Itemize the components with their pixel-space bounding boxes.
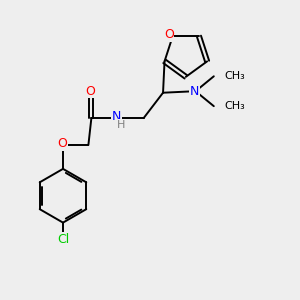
Text: CH₃: CH₃ [224,71,245,81]
Text: O: O [85,85,95,98]
Text: O: O [58,137,67,150]
Text: H: H [117,120,125,130]
Text: O: O [164,28,174,41]
Text: Cl: Cl [57,232,69,245]
Text: N: N [190,85,199,98]
Text: CH₃: CH₃ [224,101,245,111]
Text: N: N [112,110,122,123]
